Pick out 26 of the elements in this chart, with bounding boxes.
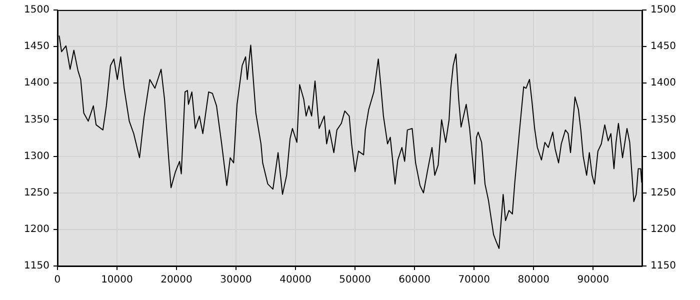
y-tick-label: 1250 (24, 187, 50, 198)
x-tick-label: 90000 (577, 274, 610, 286)
y-tick-label: 1150 (24, 260, 50, 272)
y-tick-label: 1300 (24, 150, 50, 162)
x-tick-label: 70000 (458, 274, 490, 286)
x-tick-label: 30000 (220, 274, 252, 286)
x-tick-label: 10000 (101, 274, 133, 286)
y-tick-label: 1450 (24, 41, 50, 52)
y-tick-label: 1500 (24, 4, 50, 16)
y2-tick-label: 1150 (650, 260, 676, 272)
y2-tick-label: 1500 (650, 4, 676, 16)
y2-tick-label: 1300 (650, 150, 676, 162)
y2-tick-label: 1350 (650, 114, 676, 126)
x-tick-label: 80000 (518, 274, 550, 286)
x-tick-label: 20000 (160, 274, 192, 286)
y2-tick-label: 1200 (650, 224, 676, 236)
y-tick-label: 1350 (24, 114, 50, 126)
y2-tick-label: 1250 (650, 187, 676, 198)
y2-tick-label: 1450 (650, 41, 676, 52)
y2-tick-label: 1400 (650, 78, 676, 89)
y-tick-label: 1400 (24, 78, 50, 89)
x-tick-label: 60000 (398, 274, 430, 286)
x-tick-label: 40000 (280, 274, 312, 286)
y-tick-label: 1200 (24, 224, 50, 236)
x-tick-label: 0 (54, 274, 61, 286)
x-tick-label: 50000 (339, 274, 371, 286)
